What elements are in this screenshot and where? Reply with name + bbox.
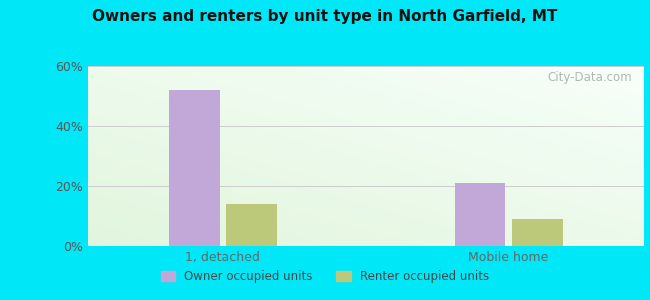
Bar — [512, 219, 562, 246]
Bar — [454, 183, 505, 246]
Text: City-Data.com: City-Data.com — [548, 71, 632, 84]
Bar — [169, 90, 220, 246]
Legend: Owner occupied units, Renter occupied units: Owner occupied units, Renter occupied un… — [156, 266, 494, 288]
Text: Owners and renters by unit type in North Garfield, MT: Owners and renters by unit type in North… — [92, 9, 558, 24]
Bar — [226, 204, 277, 246]
